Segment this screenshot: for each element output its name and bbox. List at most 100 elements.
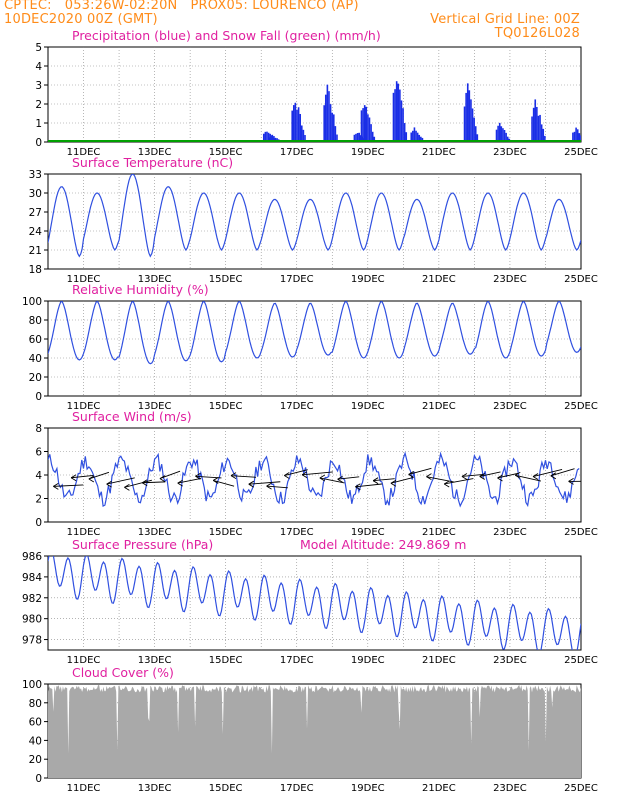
wind-arrow-head (124, 483, 130, 491)
panel-data (48, 81, 581, 142)
x-tick-label: 17DEC (280, 401, 314, 412)
precip-bar (360, 110, 363, 142)
x-tick-label: 21DEC (422, 655, 456, 666)
y-tick-label: 30 (29, 188, 42, 200)
y-tick-label: 100 (22, 296, 42, 308)
precip-bar (536, 106, 538, 142)
precip-bar (416, 132, 419, 142)
panel-data (48, 301, 581, 365)
wind-arrow (461, 473, 484, 477)
y-tick-label: 0 (35, 517, 42, 529)
precip-bar (572, 132, 574, 142)
precip-bar (367, 114, 369, 142)
x-tick-label: 21DEC (422, 274, 456, 285)
x-tick-label: 21DEC (422, 783, 456, 794)
x-tick-label: 15DEC (209, 401, 243, 412)
precip-bar (299, 113, 301, 142)
precip-bar (368, 117, 371, 142)
precip-bar (575, 127, 577, 142)
wind-arrow-head (408, 471, 414, 478)
wind-arrow-head (266, 482, 272, 490)
y-tick-label: 20 (29, 372, 42, 384)
wind-arrow (159, 470, 181, 480)
wind-arrow (53, 484, 84, 487)
x-tick-label: 11DEC (67, 274, 101, 285)
precip-bar (373, 136, 376, 142)
x-tick-label: 11DEC (67, 401, 101, 412)
precip-bar (331, 112, 333, 142)
x-tick-label: 19DEC (351, 274, 385, 285)
precip-bar (410, 132, 413, 142)
precip-bar (302, 129, 305, 142)
wind-arrow-head (390, 479, 397, 487)
precip-bar (395, 81, 398, 142)
y-tick-label: 21 (29, 245, 42, 257)
precip-bar (324, 94, 327, 142)
precip-bar (473, 117, 475, 142)
precip-bar (271, 134, 274, 142)
precip-bar (394, 89, 396, 142)
x-tick-label: 15DEC (209, 783, 243, 794)
x-tick-label: 19DEC (351, 655, 385, 666)
precip-bar (365, 106, 368, 142)
precip-bar (402, 108, 404, 142)
wind-arrow (71, 475, 94, 479)
precip-bar (392, 92, 395, 142)
wind-arrow (266, 485, 288, 489)
precip-bar (465, 92, 467, 142)
x-tick-label: 23DEC (493, 147, 527, 158)
pressure-line (48, 556, 581, 650)
y-tick-label: 0 (35, 137, 42, 149)
precip-bar (296, 109, 298, 142)
y-tick-label: 2 (35, 99, 42, 111)
x-tick-label: 13DEC (138, 147, 172, 158)
precip-bar (476, 134, 479, 142)
panel-title: Precipitation (blue) and Snow Fall (gree… (72, 28, 381, 43)
precip-bar (505, 132, 507, 142)
series-line (48, 174, 581, 258)
precip-bar (580, 135, 581, 142)
panel-data (48, 451, 581, 508)
wind-arrow-head (479, 473, 485, 480)
precip-bar (268, 137, 270, 142)
wind-arrow (408, 467, 432, 475)
header-grid-note: Vertical Grid Line: 00Z (430, 12, 580, 27)
wind-arrow-head (88, 475, 95, 483)
wind-arrow (319, 477, 345, 484)
precip-bar (304, 135, 306, 142)
y-tick-label: 0 (35, 391, 42, 403)
panel-title: Cloud Cover (%) (72, 665, 174, 680)
precip-bar (420, 136, 422, 142)
x-tick-label: 19DEC (351, 401, 385, 412)
wind-arrow (532, 468, 563, 477)
precip-bar (323, 105, 325, 142)
y-tick-label: 980 (22, 614, 42, 626)
panel-3: 0 2 4 6 8 11DEC 13DEC 15DEC 17DEC 19DEC 21DEC 23DEC… (35, 409, 598, 538)
precip-bar (264, 131, 267, 142)
panel-frame (47, 173, 582, 270)
x-tick-label: 11DEC (67, 147, 101, 158)
wind-arrow-head (497, 474, 503, 482)
precip-bar (262, 133, 265, 142)
precip-bar (471, 108, 474, 142)
wind-arrow-head (568, 478, 574, 485)
wind-arrow-head (301, 471, 308, 479)
wind-arrow (444, 478, 474, 485)
panel-annotation: Model Altitude: 249.869 m (300, 537, 466, 552)
y-tick-label: 20 (29, 754, 42, 766)
wind-arrow (550, 468, 575, 477)
precip-bar (291, 110, 294, 142)
precip-bar (542, 128, 545, 142)
precip-bar (362, 108, 364, 142)
y-tick-label: 100 (22, 679, 42, 691)
wind-arrow-head (319, 474, 326, 482)
x-tick-label: 17DEC (280, 527, 314, 538)
panel-data (48, 684, 581, 778)
x-tick-label: 23DEC (493, 401, 527, 412)
y-tick-label: 60 (29, 334, 42, 346)
x-tick-label: 25DEC (564, 274, 598, 285)
precip-bar (336, 134, 338, 142)
precip-bar (297, 107, 300, 142)
precip-bar (532, 107, 535, 142)
wind-arrow-head (550, 472, 557, 480)
